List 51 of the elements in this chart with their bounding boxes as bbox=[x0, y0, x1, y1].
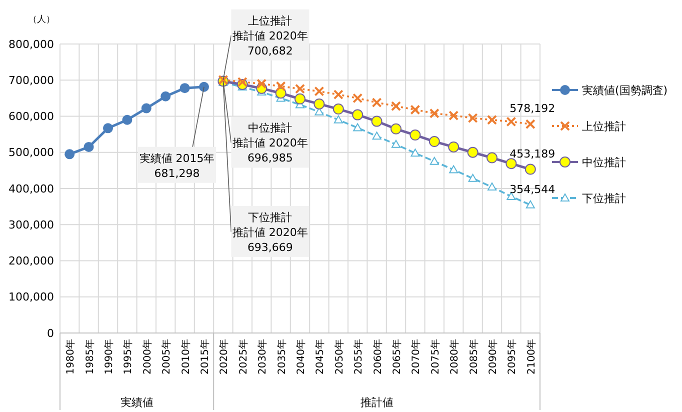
legend-label: 中位推計 bbox=[582, 156, 626, 169]
x-tick-label: 2080年 bbox=[448, 339, 461, 374]
x-tick-label: 2030年 bbox=[256, 339, 269, 374]
x-tick-label: 2075年 bbox=[429, 339, 442, 374]
legend-label: 実績値(国勢調査) bbox=[582, 84, 668, 97]
y-tick-label: 700,000 bbox=[8, 74, 54, 87]
x-tick-label: 1990年 bbox=[103, 339, 115, 374]
x-tick-label: 1985年 bbox=[84, 339, 96, 374]
x-tick-label: 1995年 bbox=[122, 339, 134, 374]
text: 上位推計 bbox=[248, 14, 292, 28]
x-tick-label: 2060年 bbox=[372, 339, 384, 374]
x-tick-label: 2035年 bbox=[276, 339, 288, 374]
x-tick-label: 2025年 bbox=[237, 339, 250, 374]
legend-label: 下位推計 bbox=[582, 192, 626, 205]
x-tick-label: 2045年 bbox=[314, 339, 326, 374]
x-tick-label: 2005年 bbox=[160, 339, 173, 374]
x-tick-label: 2015年 bbox=[199, 339, 211, 374]
y-tick-label: 400,000 bbox=[8, 182, 54, 196]
y-tick-label: 600,000 bbox=[8, 110, 54, 124]
x-tick-label: 2070年 bbox=[410, 339, 422, 374]
text: 実績値 bbox=[120, 396, 154, 409]
y-axis-title: （人） bbox=[28, 14, 55, 25]
annotation: 推計値 2020年 693,669 bbox=[232, 226, 308, 254]
y-tick-label: 200,000 bbox=[8, 254, 54, 268]
x-tick-label: 2040年 bbox=[295, 339, 307, 374]
y-tick-label: 100,000 bbox=[8, 290, 54, 304]
y-tick-label: 800,000 bbox=[8, 38, 54, 51]
y-tick-label: 0 bbox=[47, 326, 54, 340]
annotation: 実績値 2015年 681,298 bbox=[139, 152, 215, 180]
x-tick-label: 2085年 bbox=[468, 339, 480, 374]
x-tick-label: 2010年 bbox=[180, 339, 192, 374]
annotation: 中位推計 bbox=[248, 122, 292, 135]
x-tick-label: 2065年 bbox=[391, 339, 403, 374]
x-tick-label: 2095年 bbox=[506, 339, 518, 374]
legend-label: 上位推計 bbox=[582, 120, 626, 133]
text: 推計値 bbox=[360, 396, 394, 409]
x-tick-label: 2050年 bbox=[333, 339, 346, 374]
data-label: 354,544 bbox=[510, 182, 556, 196]
x-tick-label: 2020年 bbox=[218, 339, 230, 374]
x-tick-label: 1980年 bbox=[64, 339, 77, 374]
annotation: 推計値 2020年 700,682 bbox=[232, 29, 308, 58]
x-tick-label: 2100年 bbox=[525, 339, 538, 374]
y-tick-label: 500,000 bbox=[8, 146, 54, 160]
y-tick-label: 300,000 bbox=[8, 218, 54, 232]
data-label: 453,189 bbox=[510, 147, 556, 160]
x-tick-label: 2055年 bbox=[352, 339, 365, 374]
x-tick-label: 2000年 bbox=[141, 339, 154, 374]
data-label: 578,192 bbox=[510, 102, 556, 116]
annotation: 推計値 2020年 696,985 bbox=[232, 136, 308, 165]
x-tick-label: 2090年 bbox=[487, 339, 499, 374]
annotation: 下位推計 bbox=[248, 210, 292, 224]
